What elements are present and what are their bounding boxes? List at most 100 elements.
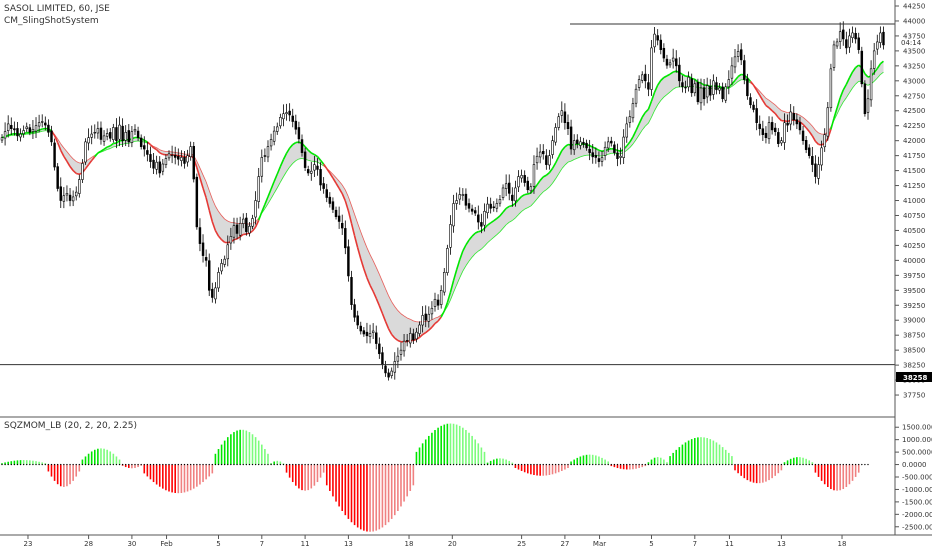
squeeze-dot [861, 463, 863, 466]
squeeze-dot [115, 463, 118, 466]
candle-body [272, 130, 276, 142]
squeeze-dot [350, 463, 353, 466]
squeeze-dot [712, 463, 715, 466]
candle-body [631, 103, 635, 119]
candle-body [260, 157, 264, 177]
candle-body [467, 203, 471, 209]
price-y-axis[interactable]: 3775038000382503850038750390003925039500… [895, 3, 925, 400]
slow-ema-segment [153, 146, 157, 149]
price-tag: 38258 [896, 372, 932, 382]
candle-body [118, 124, 121, 140]
squeeze-dot [202, 463, 204, 466]
price-tick-label: 37750 [903, 392, 925, 400]
candle-body [678, 64, 681, 82]
fast-ema-segment [221, 239, 226, 243]
fast-ema-segment [381, 313, 387, 322]
slow-ema-segment [351, 205, 355, 215]
candle-body [334, 209, 338, 217]
candle-body [517, 176, 520, 188]
squeeze-dot [768, 463, 770, 466]
slow-ema-segment [443, 306, 448, 312]
candle-body [532, 164, 536, 187]
candle-body [783, 122, 786, 143]
squeeze-dot [793, 463, 795, 466]
time-axis[interactable]: 23 28 30 Feb 5 7 11 13 18 20 25 27 Mar 5 7 11 13 18 [24, 535, 847, 548]
squeeze-dot [616, 463, 619, 466]
candle-body [492, 206, 495, 208]
candle-body [659, 39, 663, 50]
candle-body [53, 142, 56, 168]
candle-body [758, 123, 761, 129]
fast-ema-segment [38, 128, 43, 131]
squeeze-dot [409, 463, 411, 466]
slow-ema-segment [391, 301, 396, 307]
candle-body [310, 170, 313, 174]
candle-body [699, 87, 703, 104]
fast-ema-segment [524, 193, 528, 196]
slow-ema-segment [39, 130, 43, 133]
slow-ema-segment [509, 220, 513, 223]
squeeze-dot [799, 463, 801, 466]
squeeze-dot [839, 463, 841, 466]
slow-ema-segment [400, 313, 405, 317]
price-tick-label: 39250 [903, 302, 925, 310]
candle-body [801, 130, 805, 141]
fast-ema-segment [418, 333, 424, 339]
price-tick-label: 41250 [903, 182, 925, 190]
candle-body [600, 157, 604, 162]
candle-body [430, 307, 434, 315]
slow-ema-segment [360, 231, 365, 241]
fast-ema-segment [589, 144, 594, 148]
candle-body [795, 119, 799, 125]
candle-body [316, 165, 319, 170]
slow-ema-segment [440, 311, 445, 316]
slow-ema-segment [839, 101, 844, 108]
candle-body [87, 137, 90, 144]
squeeze-dot [483, 463, 486, 466]
squeeze-dot [332, 463, 334, 466]
candle-body [161, 163, 165, 172]
price-tick-label: 44250 [903, 3, 925, 11]
candle-body [761, 128, 765, 135]
candle-body [164, 158, 168, 166]
slow-ema-segment [481, 245, 485, 250]
price-panel[interactable] [0, 21, 895, 381]
candle-body [668, 62, 672, 66]
squeeze-dot [762, 463, 764, 466]
time-tick-label: Feb [160, 540, 173, 548]
slow-ema-segment [876, 74, 881, 79]
candle-body [656, 35, 659, 41]
slow-ema-segment [524, 207, 528, 210]
oscillator-panel[interactable] [1, 423, 869, 532]
squeeze-dot [1, 463, 3, 466]
fast-ema-segment [458, 250, 464, 260]
fast-ema-segment [765, 104, 770, 109]
fast-ema-segment [397, 339, 402, 343]
candle-body [158, 161, 161, 174]
candle-body [724, 86, 727, 101]
candle-body [634, 88, 638, 104]
price-tick-label: 39000 [903, 317, 925, 325]
candle-body [848, 35, 851, 48]
fast-ema-segment [505, 205, 510, 210]
oscillator-y-axis[interactable]: 1500.0000 1000.0000 500.0000 0.0000 -500.000… [895, 424, 932, 532]
candle-body [538, 151, 542, 158]
candle-body [353, 304, 356, 318]
squeeze-dot [106, 463, 108, 466]
fast-ema-segment [66, 160, 71, 167]
squeeze-dot [168, 463, 170, 466]
candle-body [773, 127, 777, 132]
squeeze-dot [697, 463, 699, 466]
squeeze-dot [514, 463, 517, 466]
slow-ema-segment [657, 100, 662, 106]
fast-ema-segment [452, 269, 458, 281]
time-tick-label: 7 [260, 540, 264, 548]
price-tick-label: 42750 [903, 92, 925, 100]
candle-body [705, 85, 709, 98]
fast-ema-segment [700, 82, 705, 86]
fast-ema-segment [156, 149, 161, 154]
slow-ema-segment [410, 318, 414, 322]
slow-ema-segment [812, 125, 816, 131]
candle-body [112, 127, 115, 141]
fast-ema-segment [181, 155, 185, 158]
